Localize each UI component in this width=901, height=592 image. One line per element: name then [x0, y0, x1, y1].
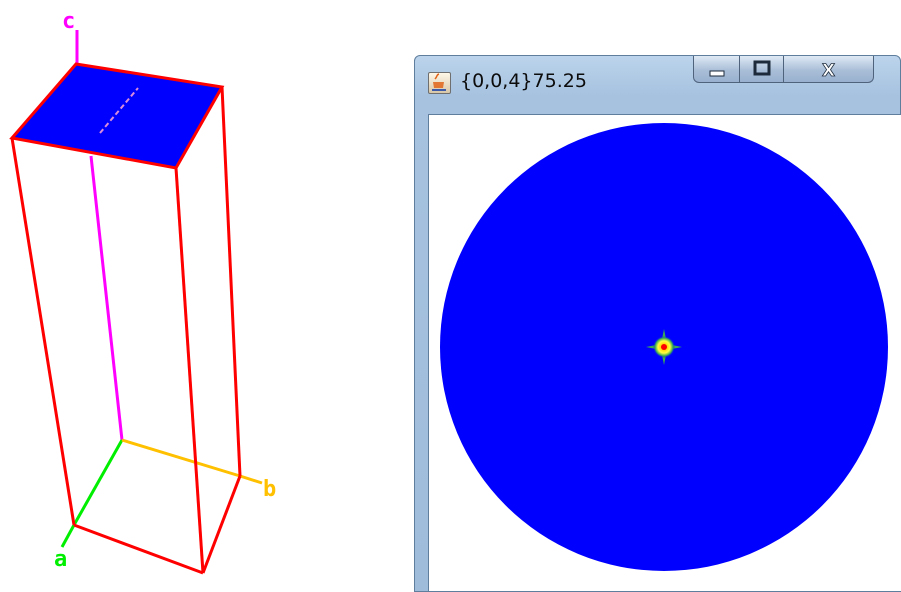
title-bar[interactable]: {0,0,4}75.25 X: [415, 56, 900, 108]
maximize-icon: [753, 60, 771, 76]
java-cup-icon[interactable]: [428, 72, 451, 94]
axis-a-ext: [60, 524, 76, 548]
axis-a-line: [72, 439, 124, 526]
window-title: {0,0,4}75.25: [460, 70, 587, 92]
plot-canvas[interactable]: [428, 114, 901, 592]
top-face: [12, 64, 222, 168]
close-button[interactable]: X: [783, 56, 874, 83]
axis-a-label: a: [54, 547, 67, 572]
minimize-icon: [709, 70, 725, 77]
center-spot-core: [661, 344, 667, 350]
axis-c-label: c: [62, 9, 75, 34]
3d-scene[interactable]: c b a: [0, 0, 400, 592]
plot-window[interactable]: {0,0,4}75.25 X: [414, 55, 901, 592]
axis-c-faint: [99, 87, 139, 134]
minimize-button[interactable]: [693, 56, 740, 83]
cell-box-edges: [9, 62, 242, 575]
close-icon: X: [822, 61, 835, 81]
maximize-button[interactable]: [739, 56, 784, 83]
axis-b-label: b: [263, 477, 276, 502]
axis-b-line: [121, 438, 241, 478]
axis-b-ext: [239, 474, 263, 485]
axis-c-line-lower: [89, 155, 124, 441]
